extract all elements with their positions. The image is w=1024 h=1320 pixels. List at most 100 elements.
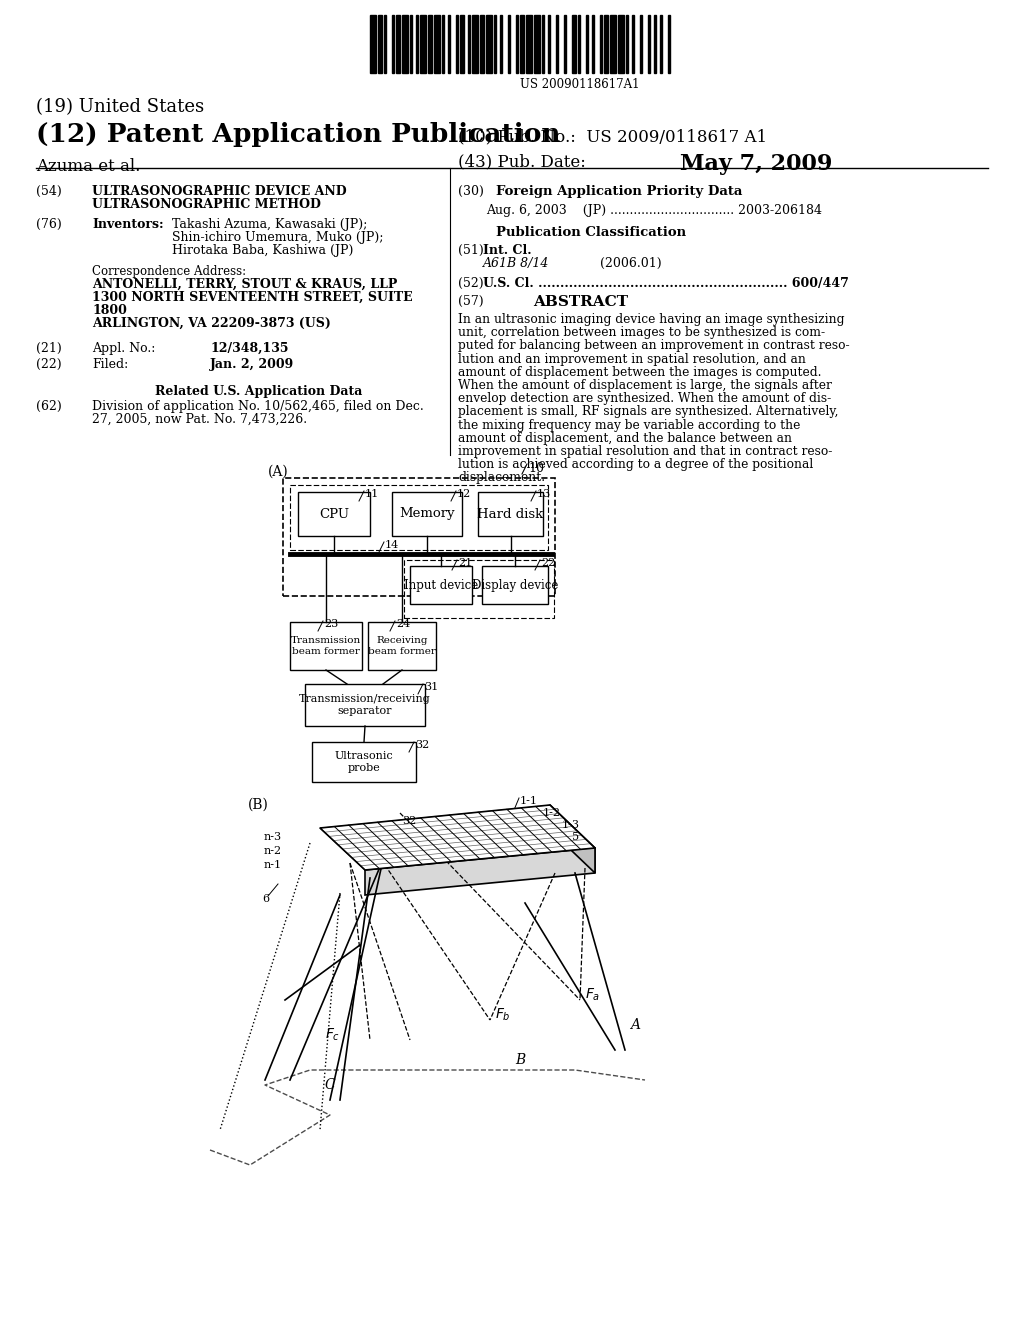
Text: (19) United States: (19) United States [36,98,204,116]
Bar [654,15,656,73]
Text: Correspondence Address:: Correspondence Address: [92,265,246,279]
Bar [600,15,602,73]
Bar [640,15,642,73]
Text: (12) Patent Application Publication: (12) Patent Application Publication [36,121,560,147]
Text: Hard disk: Hard disk [477,507,544,520]
Text: Shin-ichiro Umemura, Muko (JP);: Shin-ichiro Umemura, Muko (JP); [172,231,384,244]
Bar [660,15,662,73]
Bar [542,15,544,73]
Text: 23: 23 [324,619,338,630]
Bar [410,15,412,73]
Bar [494,15,496,73]
Text: amount of displacement, and the balance between an: amount of displacement, and the balance … [458,432,792,445]
Bar [472,15,478,73]
Bar [396,15,400,73]
Text: ANTONELLI, TERRY, STOUT & KRAUS, LLP: ANTONELLI, TERRY, STOUT & KRAUS, LLP [92,279,397,290]
Bar [368,622,436,671]
Text: Memory: Memory [399,507,455,520]
Text: A: A [630,1018,640,1032]
Text: unit, correlation between images to be synthesized is com-: unit, correlation between images to be s… [458,326,825,339]
Bar [592,15,594,73]
Text: Foreign Application Priority Data: Foreign Application Priority Data [496,185,742,198]
Bar [305,684,425,726]
Text: 22: 22 [541,558,555,568]
Text: Receiving
beam former: Receiving beam former [368,636,436,656]
Text: US 20090118617A1: US 20090118617A1 [520,78,640,91]
Bar [478,492,543,536]
Bar [556,15,558,73]
Bar [312,742,416,781]
Bar [668,15,670,73]
Text: Aug. 6, 2003    (JP) ................................ 2003-206184: Aug. 6, 2003 (JP) ......................… [486,205,822,216]
Text: Input device: Input device [403,578,478,591]
Text: (2006.01): (2006.01) [600,257,662,271]
Text: Ultrasonic
probe: Ultrasonic probe [335,751,393,772]
Text: Display device: Display device [472,578,558,591]
Text: (B): (B) [248,799,269,812]
Text: Takashi Azuma, Kawasaki (JP);: Takashi Azuma, Kawasaki (JP); [172,218,368,231]
Text: $F_c$: $F_c$ [325,1027,340,1043]
Text: amount of displacement between the images is computed.: amount of displacement between the image… [458,366,821,379]
Text: 11: 11 [365,488,379,499]
Bar [534,15,540,73]
Text: B: B [515,1053,525,1067]
Text: C: C [325,1078,335,1092]
Text: U.S. Cl. ......................................................... 600/447: U.S. Cl. ...............................… [483,277,849,290]
Text: (22): (22) [36,358,61,371]
Text: (43) Pub. Date:: (43) Pub. Date: [458,153,586,170]
Text: May 7, 2009: May 7, 2009 [680,153,833,176]
Polygon shape [319,805,595,870]
Text: 1-3: 1-3 [562,820,580,830]
Bar [468,15,470,73]
Text: 27, 2005, now Pat. No. 7,473,226.: 27, 2005, now Pat. No. 7,473,226. [92,413,307,426]
Text: puted for balancing between an improvement in contrast reso-: puted for balancing between an improveme… [458,339,850,352]
Text: n-1: n-1 [264,861,283,870]
Text: 12/348,135: 12/348,135 [210,342,289,355]
Text: When the amount of displacement is large, the signals after: When the amount of displacement is large… [458,379,831,392]
Text: ARLINGTON, VA 22209-3873 (US): ARLINGTON, VA 22209-3873 (US) [92,317,331,330]
Bar [610,15,616,73]
Text: Transmission/receiving
separator: Transmission/receiving separator [299,694,431,715]
Bar [632,15,634,73]
Bar [416,15,418,73]
Text: Int. Cl.: Int. Cl. [483,244,531,257]
Text: 24: 24 [396,619,411,630]
Bar [516,15,518,73]
Text: 32: 32 [402,816,416,826]
Text: envelop detection are synthesized. When the amount of dis-: envelop detection are synthesized. When … [458,392,831,405]
Text: (21): (21) [36,342,61,355]
Bar [480,15,484,73]
Bar [384,15,386,73]
Bar [618,15,624,73]
Bar [290,484,548,550]
Bar [460,15,464,73]
Text: Appl. No.:: Appl. No.: [92,342,156,355]
Text: Jan. 2, 2009: Jan. 2, 2009 [210,358,294,371]
Text: (76): (76) [36,218,61,231]
Polygon shape [365,847,595,895]
Text: displacement.: displacement. [458,471,545,484]
Text: 1800: 1800 [92,304,127,317]
Text: A61B 8/14: A61B 8/14 [483,257,549,271]
Bar [449,15,450,73]
Text: 1-1: 1-1 [520,796,538,807]
Bar [648,15,650,73]
Bar [564,15,566,73]
Text: 21: 21 [458,558,472,568]
Text: 13: 13 [537,488,551,499]
Bar [508,15,510,73]
Bar [298,492,370,536]
Bar [548,15,550,73]
Bar [586,15,588,73]
Text: 1-2: 1-2 [543,808,561,818]
Bar [486,15,492,73]
Text: placement is small, RF signals are synthesized. Alternatively,: placement is small, RF signals are synth… [458,405,839,418]
Bar [370,15,376,73]
Text: 1300 NORTH SEVENTEENTH STREET, SUITE: 1300 NORTH SEVENTEENTH STREET, SUITE [92,290,413,304]
Bar [290,622,362,671]
Text: $F_b$: $F_b$ [495,1007,511,1023]
Text: Related U.S. Application Data: Related U.S. Application Data [155,385,362,399]
Text: ULTRASONOGRAPHIC METHOD: ULTRASONOGRAPHIC METHOD [92,198,321,211]
Text: ULTRASONOGRAPHIC DEVICE AND: ULTRASONOGRAPHIC DEVICE AND [92,185,347,198]
Text: $F_a$: $F_a$ [585,987,600,1003]
